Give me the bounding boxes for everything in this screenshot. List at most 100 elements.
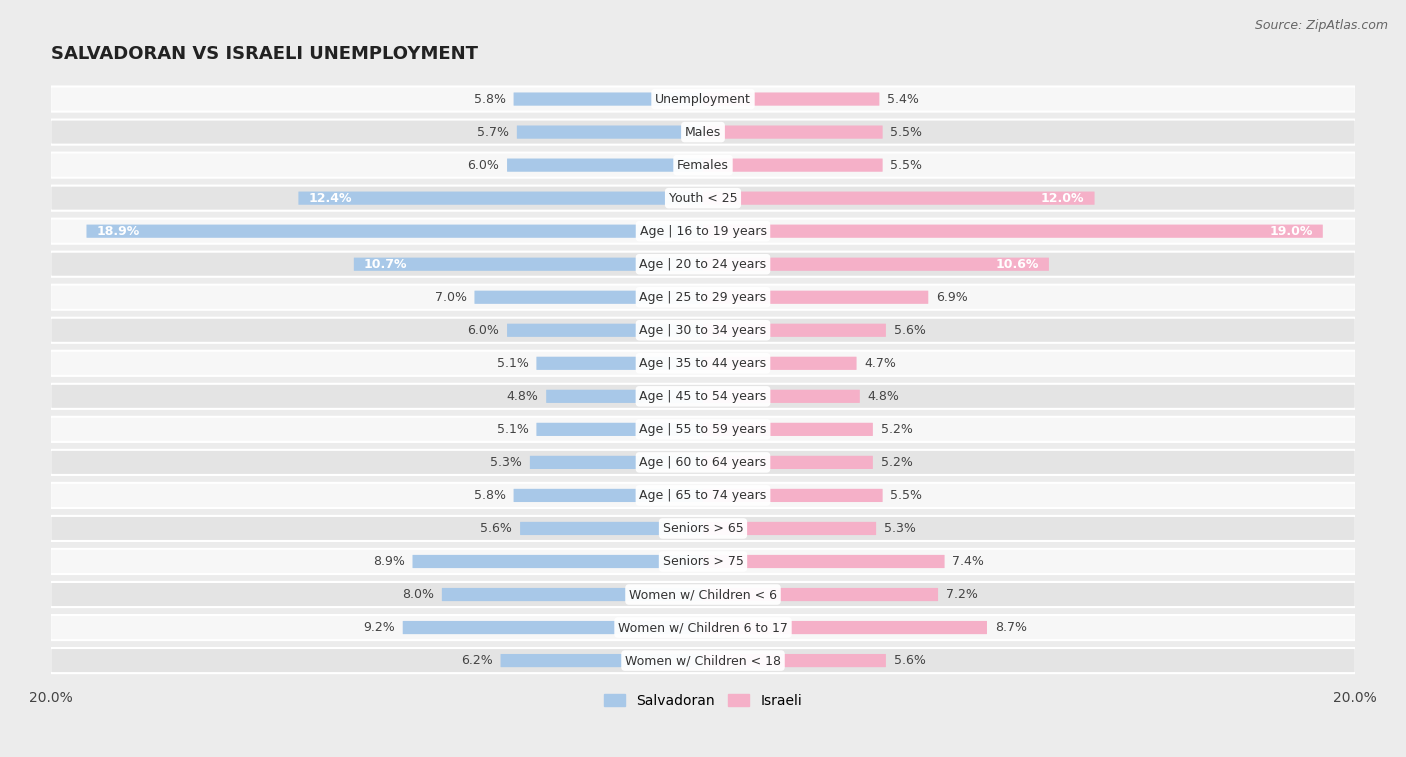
Text: 5.3%: 5.3% (884, 522, 915, 535)
Text: 5.1%: 5.1% (496, 357, 529, 370)
FancyBboxPatch shape (51, 483, 1355, 508)
FancyBboxPatch shape (508, 324, 703, 337)
FancyBboxPatch shape (703, 257, 1049, 271)
Text: Unemployment: Unemployment (655, 92, 751, 105)
Text: 5.2%: 5.2% (880, 456, 912, 469)
Text: Females: Females (678, 159, 728, 172)
Text: 5.6%: 5.6% (481, 522, 512, 535)
Text: Women w/ Children < 18: Women w/ Children < 18 (626, 654, 780, 667)
Text: Age | 65 to 74 years: Age | 65 to 74 years (640, 489, 766, 502)
FancyBboxPatch shape (703, 357, 856, 370)
FancyBboxPatch shape (537, 422, 703, 436)
Text: Age | 25 to 29 years: Age | 25 to 29 years (640, 291, 766, 304)
FancyBboxPatch shape (51, 185, 1355, 210)
FancyBboxPatch shape (51, 251, 1355, 277)
Text: 9.2%: 9.2% (363, 621, 395, 634)
FancyBboxPatch shape (530, 456, 703, 469)
FancyBboxPatch shape (703, 192, 1094, 204)
FancyBboxPatch shape (703, 555, 945, 568)
FancyBboxPatch shape (51, 615, 1355, 640)
FancyBboxPatch shape (703, 158, 883, 172)
Text: Seniors > 65: Seniors > 65 (662, 522, 744, 535)
FancyBboxPatch shape (508, 158, 703, 172)
FancyBboxPatch shape (703, 456, 873, 469)
Text: 5.6%: 5.6% (894, 324, 925, 337)
Text: 6.2%: 6.2% (461, 654, 492, 667)
Text: 10.6%: 10.6% (995, 257, 1039, 271)
FancyBboxPatch shape (51, 120, 1355, 145)
Text: 7.0%: 7.0% (434, 291, 467, 304)
Text: 4.7%: 4.7% (865, 357, 896, 370)
FancyBboxPatch shape (298, 192, 703, 204)
FancyBboxPatch shape (703, 422, 873, 436)
Text: 5.6%: 5.6% (894, 654, 925, 667)
Text: Age | 20 to 24 years: Age | 20 to 24 years (640, 257, 766, 271)
Text: 5.5%: 5.5% (890, 126, 922, 139)
FancyBboxPatch shape (513, 489, 703, 502)
FancyBboxPatch shape (703, 489, 883, 502)
Text: Age | 55 to 59 years: Age | 55 to 59 years (640, 423, 766, 436)
Text: Age | 60 to 64 years: Age | 60 to 64 years (640, 456, 766, 469)
Text: Age | 30 to 34 years: Age | 30 to 34 years (640, 324, 766, 337)
FancyBboxPatch shape (51, 219, 1355, 244)
Text: 7.2%: 7.2% (946, 588, 977, 601)
FancyBboxPatch shape (501, 654, 703, 667)
FancyBboxPatch shape (703, 390, 860, 403)
FancyBboxPatch shape (703, 225, 1323, 238)
Text: 8.9%: 8.9% (373, 555, 405, 568)
Text: 5.5%: 5.5% (890, 489, 922, 502)
FancyBboxPatch shape (703, 92, 879, 106)
Text: 5.2%: 5.2% (880, 423, 912, 436)
Text: 12.4%: 12.4% (308, 192, 352, 204)
FancyBboxPatch shape (51, 350, 1355, 376)
Text: SALVADORAN VS ISRAELI UNEMPLOYMENT: SALVADORAN VS ISRAELI UNEMPLOYMENT (51, 45, 478, 64)
Text: Women w/ Children 6 to 17: Women w/ Children 6 to 17 (619, 621, 787, 634)
Text: 18.9%: 18.9% (97, 225, 139, 238)
Text: Seniors > 75: Seniors > 75 (662, 555, 744, 568)
FancyBboxPatch shape (87, 225, 703, 238)
FancyBboxPatch shape (703, 126, 883, 139)
Text: Women w/ Children < 6: Women w/ Children < 6 (628, 588, 778, 601)
FancyBboxPatch shape (412, 555, 703, 568)
FancyBboxPatch shape (537, 357, 703, 370)
FancyBboxPatch shape (703, 291, 928, 304)
Text: 7.4%: 7.4% (952, 555, 984, 568)
FancyBboxPatch shape (520, 522, 703, 535)
FancyBboxPatch shape (703, 621, 987, 634)
Text: Age | 35 to 44 years: Age | 35 to 44 years (640, 357, 766, 370)
FancyBboxPatch shape (441, 588, 703, 601)
Text: 10.7%: 10.7% (364, 257, 408, 271)
Text: 4.8%: 4.8% (506, 390, 538, 403)
Text: 5.7%: 5.7% (477, 126, 509, 139)
FancyBboxPatch shape (354, 257, 703, 271)
FancyBboxPatch shape (474, 291, 703, 304)
FancyBboxPatch shape (402, 621, 703, 634)
FancyBboxPatch shape (51, 516, 1355, 541)
Text: 5.4%: 5.4% (887, 92, 920, 105)
FancyBboxPatch shape (51, 582, 1355, 607)
FancyBboxPatch shape (703, 522, 876, 535)
Text: Youth < 25: Youth < 25 (669, 192, 737, 204)
Text: 8.0%: 8.0% (402, 588, 434, 601)
FancyBboxPatch shape (51, 549, 1355, 574)
FancyBboxPatch shape (51, 153, 1355, 178)
Text: 6.0%: 6.0% (467, 159, 499, 172)
Text: 19.0%: 19.0% (1270, 225, 1313, 238)
Legend: Salvadoran, Israeli: Salvadoran, Israeli (599, 688, 807, 713)
FancyBboxPatch shape (513, 92, 703, 106)
Text: 6.9%: 6.9% (936, 291, 967, 304)
Text: Age | 16 to 19 years: Age | 16 to 19 years (640, 225, 766, 238)
FancyBboxPatch shape (51, 384, 1355, 409)
Text: 6.0%: 6.0% (467, 324, 499, 337)
Text: Source: ZipAtlas.com: Source: ZipAtlas.com (1254, 19, 1388, 32)
FancyBboxPatch shape (51, 417, 1355, 442)
FancyBboxPatch shape (51, 318, 1355, 343)
Text: Males: Males (685, 126, 721, 139)
FancyBboxPatch shape (517, 126, 703, 139)
Text: 12.0%: 12.0% (1040, 192, 1084, 204)
Text: 5.8%: 5.8% (474, 92, 506, 105)
Text: 5.8%: 5.8% (474, 489, 506, 502)
FancyBboxPatch shape (51, 86, 1355, 111)
Text: Age | 45 to 54 years: Age | 45 to 54 years (640, 390, 766, 403)
FancyBboxPatch shape (51, 648, 1355, 673)
